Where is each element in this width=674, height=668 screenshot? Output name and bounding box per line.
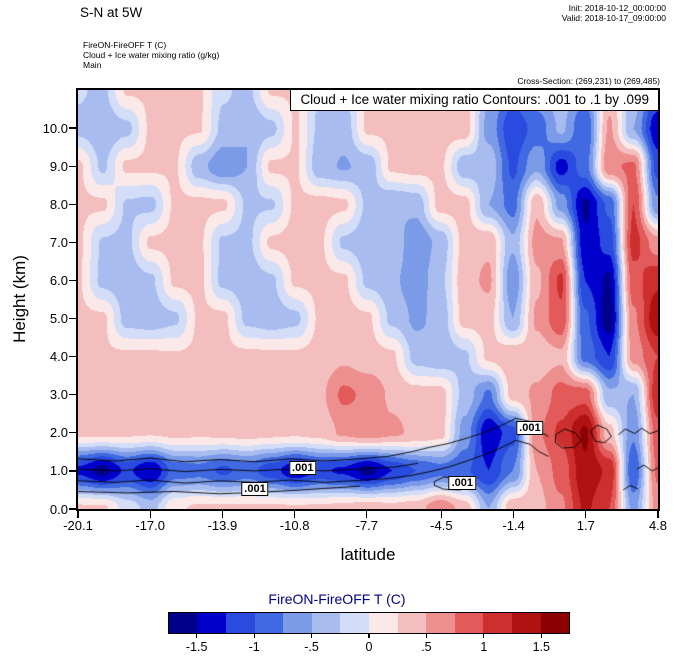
plot-overlay: .001 .001 .001 .001 — [78, 90, 658, 509]
page-title: S-N at 5W — [80, 5, 143, 20]
x-tick-mark — [366, 511, 368, 518]
valid-time: Valid: 2018-10-17_09:00:00 — [561, 13, 666, 23]
y-tick-mark — [69, 317, 76, 320]
run-times: Init: 2018-10-12_00:00:00 Valid: 2018-10… — [562, 3, 666, 23]
colorbar-segment — [340, 613, 370, 633]
y-tick-label: 9.0 — [49, 158, 68, 174]
colorbar-tick-label: 1 — [480, 640, 488, 654]
field-item-temperature: FireON-FireOFF T (C) — [83, 40, 167, 50]
y-tick-mark — [69, 355, 76, 358]
y-tick-label: 10.0 — [42, 120, 68, 136]
field-item-mixing-ratio: Cloud + Ice water mixing ratio (g/kg) — [83, 50, 220, 60]
x-tick-mark — [440, 511, 443, 518]
x-tick-label: -17.0 — [135, 518, 166, 533]
y-tick-label: 4.0 — [49, 349, 68, 365]
y-tick-mark — [69, 432, 76, 434]
y-tick-label: 3.0 — [49, 387, 68, 403]
x-tick-label: -4.5 — [430, 518, 453, 533]
init-time: Init: 2018-10-12_00:00:00 — [568, 3, 666, 13]
contour-label: .001 — [448, 476, 477, 491]
x-tick-mark — [221, 511, 224, 518]
colorbar — [168, 612, 570, 634]
field-list: FireON-FireOFF T (C) Cloud + Ice water m… — [83, 40, 219, 70]
field-item-domain: Main — [83, 60, 102, 70]
x-tick-mark — [512, 511, 515, 518]
y-tick-label: 2.0 — [49, 425, 68, 441]
colorbar-tick-label: -.5 — [304, 640, 319, 654]
y-tick-label: 7.0 — [49, 234, 68, 250]
cross-section-info: Cross-Section: (269,231) to (269,485) — [517, 76, 660, 86]
colorbar-tick-label: 1.5 — [532, 640, 550, 654]
x-tick-mark — [77, 511, 79, 518]
colorbar-tick-label: 0 — [365, 640, 373, 654]
colorbar-segment — [283, 613, 312, 633]
colorbar-segment — [169, 613, 198, 633]
y-tick-mark — [69, 203, 76, 205]
y-axis-label: Height (km) — [10, 255, 29, 343]
y-tick-mark — [69, 241, 76, 243]
plot-area: .001 .001 .001 .001 Cloud + Ice water mixin… — [76, 88, 660, 511]
x-tick-label: 1.7 — [576, 518, 595, 533]
contour-label: .001 — [516, 420, 544, 435]
y-tick-mark — [69, 508, 76, 510]
x-tick-mark — [293, 511, 296, 518]
y-tick-label: 0.0 — [49, 501, 68, 517]
y-tick-mark — [69, 127, 76, 129]
x-tick-label: -20.1 — [63, 518, 93, 533]
colorbar-segment — [426, 613, 455, 633]
y-tick-mark — [69, 165, 76, 167]
y-tick-mark — [69, 470, 76, 472]
colorbar-segment — [540, 613, 570, 633]
colorbar-segment — [254, 613, 284, 633]
colorbar-segment — [483, 613, 512, 633]
x-tick-mark — [585, 511, 587, 518]
colorbar-segment — [369, 613, 398, 633]
field-canvas — [78, 90, 658, 509]
contour-info-box: Cloud + Ice water mixing ratio Contours:… — [290, 90, 658, 111]
colorbar-title: FireON-FireOFF T (C) — [268, 591, 406, 607]
colorbar-tick-label: -1 — [248, 640, 260, 654]
x-tick-label: -1.4 — [502, 518, 525, 533]
colorbar-segment — [454, 613, 484, 633]
colorbar-segment — [226, 613, 255, 633]
colorbar-segment — [197, 613, 227, 633]
x-tick-label: -13.9 — [207, 518, 238, 533]
y-tick-label: 1.0 — [49, 463, 68, 479]
colorbar-tick-label: .5 — [421, 640, 432, 654]
y-tick-mark — [69, 394, 76, 396]
x-tick-label: 4.8 — [648, 518, 668, 533]
colorbar-segment — [397, 613, 427, 633]
y-tick-mark — [69, 279, 76, 282]
colorbar-tick-label: -1.5 — [185, 640, 208, 654]
x-tick-mark — [657, 511, 659, 518]
colorbar-segment — [311, 613, 341, 633]
x-axis-label: latitude — [340, 545, 396, 564]
x-tick-label: -7.7 — [355, 518, 379, 533]
y-tick-label: 8.0 — [49, 196, 68, 212]
x-tick-label: -10.8 — [279, 518, 310, 533]
colorbar-segment — [511, 613, 541, 633]
contour-label: .001 — [241, 482, 269, 497]
x-tick-mark — [149, 511, 151, 518]
contour-label: .001 — [289, 460, 317, 475]
